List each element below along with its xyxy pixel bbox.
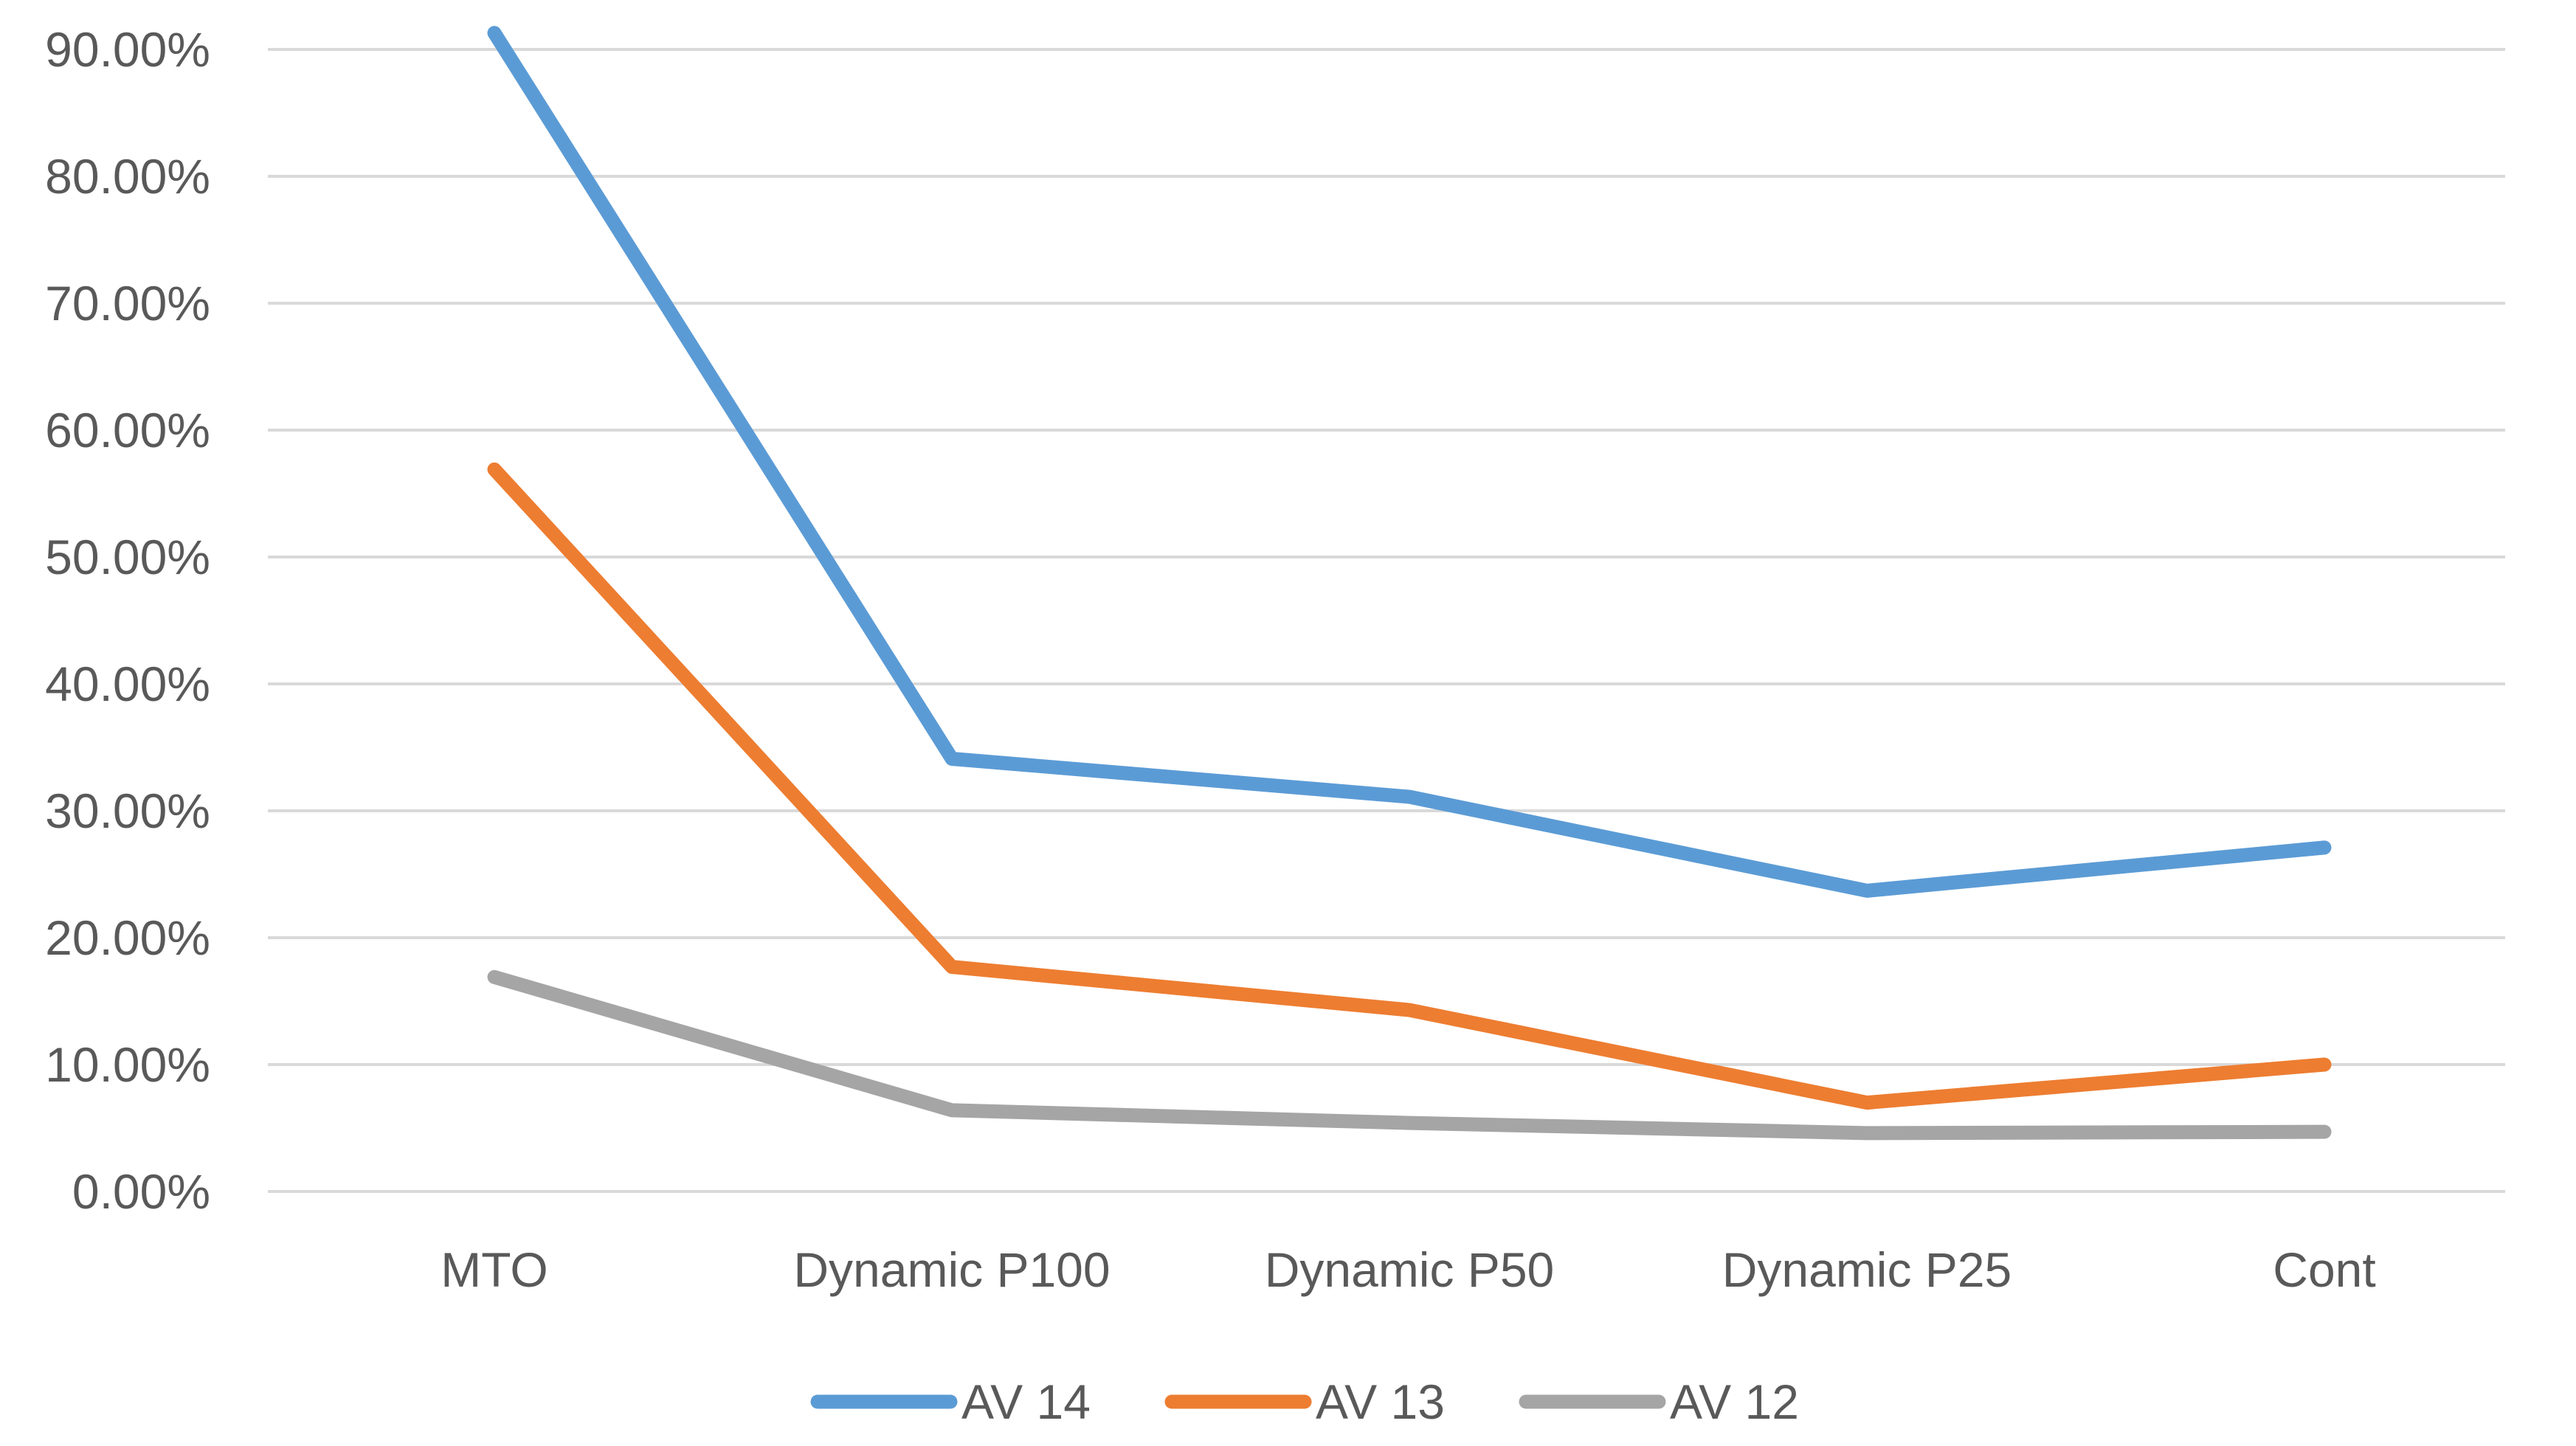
x-category-label: Dynamic P25 bbox=[1722, 1242, 2012, 1297]
y-tick-label: 70.00% bbox=[45, 276, 210, 331]
legend: AV 14 AV 13 AV 12 bbox=[810, 1374, 1799, 1429]
series-line-av-13 bbox=[487, 462, 2332, 1110]
x-axis-categories: MTO Dynamic P100 Dynamic P50 Dynamic P25 Con… bbox=[441, 1242, 2375, 1297]
y-tick-label: 90.00% bbox=[45, 22, 210, 77]
x-category-label: MTO bbox=[441, 1242, 548, 1297]
legend-label: AV 14 bbox=[961, 1374, 1091, 1429]
y-tick-label: 40.00% bbox=[45, 657, 210, 711]
y-tick-label: 60.00% bbox=[45, 403, 210, 457]
y-tick-label: 10.00% bbox=[45, 1037, 210, 1092]
y-tick-label: 20.00% bbox=[45, 910, 210, 965]
y-tick-label: 0.00% bbox=[72, 1164, 210, 1219]
y-tick-label: 30.00% bbox=[45, 783, 210, 838]
y-axis-ticks: 0.00% 10.00% 20.00% 30.00% 40.00% 50.00% 60.00… bbox=[45, 22, 210, 1219]
grid-layer bbox=[268, 48, 2505, 1193]
x-category-label: Cont bbox=[2273, 1242, 2375, 1297]
x-category-label: Dynamic P50 bbox=[1265, 1242, 1555, 1297]
series-line-av-14 bbox=[487, 26, 2332, 898]
series-line-av-12 bbox=[487, 969, 2332, 1141]
legend-label: AV 13 bbox=[1316, 1374, 1445, 1429]
x-category-label: Dynamic P100 bbox=[793, 1242, 1110, 1297]
series-layer bbox=[487, 26, 2332, 1141]
legend-label: AV 12 bbox=[1670, 1374, 1799, 1429]
y-tick-label: 80.00% bbox=[45, 149, 210, 204]
y-tick-label: 50.00% bbox=[45, 530, 210, 584]
